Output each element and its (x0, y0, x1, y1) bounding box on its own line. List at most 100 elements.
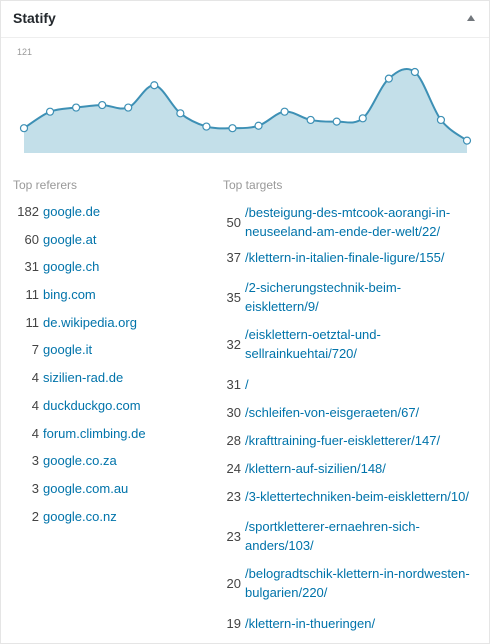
referer-item: 7 google.it (13, 341, 203, 369)
target-count: 23 (226, 528, 241, 544)
chart-point[interactable] (332, 117, 341, 126)
referer-count: 11 (25, 287, 40, 303)
top-referers-section: Top referers 182 google.de 60 google.at 31 go… (13, 177, 203, 535)
referer-item: 4 duckduckgo.com (13, 397, 203, 425)
chart-point[interactable] (410, 67, 419, 77)
chart-point[interactable] (98, 100, 107, 110)
referer-count: 3 (31, 453, 39, 469)
target-link[interactable]: /klettern-auf-sizilien/148/ (245, 460, 386, 476)
referer-count: 7 (31, 342, 39, 358)
target-link[interactable]: /belogradtschik-klettern-in-nordwesten-b… (245, 566, 470, 600)
referer-item: 60 google.at (13, 231, 203, 259)
visits-chart: 121 (1, 41, 489, 166)
chart-point[interactable] (384, 74, 393, 83)
target-link[interactable]: /krafttraining-fuer-eiskletterer/147/ (245, 432, 441, 448)
visits-chart-svg: 121 (17, 47, 472, 153)
referer-item: 3 google.co.za (13, 452, 203, 480)
chart-area (24, 68, 467, 153)
referer-link[interactable]: google.ch (43, 259, 100, 275)
chart-point[interactable] (72, 103, 81, 112)
chart-point[interactable] (45, 107, 55, 116)
referer-item: 182 google.de (13, 203, 203, 231)
referer-item: 31 google.ch (13, 258, 203, 286)
referer-count: 4 (31, 397, 39, 413)
referer-count: 11 (25, 314, 40, 330)
chart-point[interactable] (358, 114, 367, 123)
target-link[interactable]: /3-klettertechniken-beim-eisklettern/10/ (245, 488, 469, 504)
chart-point[interactable] (176, 109, 185, 118)
referer-count: 4 (31, 425, 39, 441)
referer-count: 182 (17, 204, 39, 219)
referer-link[interactable]: google.it (43, 342, 93, 358)
target-item: 50/besteigung-des-mtcook-aorangi-in-neus… (223, 203, 483, 241)
referer-item: 3 google.com.au (13, 480, 203, 508)
referer-count: 31 (24, 259, 39, 275)
chart-point[interactable] (280, 107, 289, 116)
referer-count: 2 (31, 508, 39, 524)
target-count: 28 (226, 432, 241, 448)
target-count: 30 (226, 404, 241, 420)
chart-point[interactable] (436, 115, 446, 125)
referer-link[interactable]: bing.com (43, 287, 96, 303)
chart-point[interactable] (228, 124, 237, 133)
target-count: 35 (226, 289, 241, 305)
referer-count: 3 (31, 480, 39, 496)
referers-list: 182 google.de 60 google.at 31 google.ch 11 bing… (13, 203, 203, 535)
target-link[interactable]: /eisklettern-oetztal-und-sellrainkuehtai… (245, 327, 381, 361)
target-count: 31 (226, 376, 241, 392)
target-item: 23/sportkletterer-ernaehren-sich-anders/… (223, 517, 483, 555)
chart-point[interactable] (202, 122, 211, 131)
target-link[interactable]: /sportkletterer-ernaehren-sich-anders/10… (245, 519, 420, 553)
top-targets-section: Top targets 50/besteigung-des-mtcook-aor… (223, 177, 483, 635)
referer-link[interactable]: google.co.za (43, 453, 117, 469)
chart-point[interactable] (19, 124, 29, 133)
target-link[interactable]: /2-sicherungstechnik-beim-eisklettern/9/ (245, 280, 402, 314)
referer-link[interactable]: google.de (43, 204, 101, 219)
targets-list: 50/besteigung-des-mtcook-aorangi-in-neus… (223, 203, 483, 635)
referer-link[interactable]: forum.climbing.de (43, 425, 146, 441)
target-item: 19/klettern-in-thueringen/ (223, 611, 483, 635)
referer-link[interactable]: google.co.nz (43, 508, 117, 524)
chart-point[interactable] (150, 81, 159, 90)
target-count: 23 (226, 488, 241, 504)
chart-point[interactable] (124, 103, 133, 112)
target-link[interactable]: /klettern-in-thueringen/ (245, 615, 376, 631)
referer-link[interactable]: de.wikipedia.org (43, 314, 137, 330)
target-item: 37/klettern-in-italien-finale-ligure/155… (223, 245, 483, 269)
target-count: 50 (226, 214, 241, 230)
referer-item: 2 google.co.nz (13, 508, 203, 536)
referer-link[interactable]: google.at (43, 231, 97, 247)
target-item: 30/schleifen-von-eisgeraeten/67/ (223, 400, 483, 424)
chart-point[interactable] (462, 136, 472, 145)
referer-item: 4 sizilien-rad.de (13, 369, 203, 397)
referer-count: 60 (24, 231, 39, 247)
target-count: 37 (226, 249, 241, 265)
referer-link[interactable]: google.com.au (43, 480, 129, 496)
chart-point[interactable] (254, 121, 263, 130)
top-targets-title: Top targets (223, 178, 283, 192)
widget-title: Statify (13, 10, 56, 26)
widget-header[interactable]: Statify (1, 1, 489, 38)
referer-count: 4 (31, 370, 39, 386)
referer-item: 11 de.wikipedia.org (13, 314, 203, 342)
target-count: 24 (226, 460, 241, 476)
target-link[interactable]: / (245, 376, 249, 392)
target-link[interactable]: /schleifen-von-eisgeraeten/67/ (245, 404, 420, 420)
target-link[interactable]: /klettern-in-italien-finale-ligure/155/ (245, 249, 445, 265)
referer-link[interactable]: sizilien-rad.de (43, 370, 124, 386)
target-link[interactable]: /besteigung-des-mtcook-aorangi-in-neusee… (245, 205, 451, 239)
target-item: 31/ (223, 372, 483, 396)
referer-link[interactable]: duckduckgo.com (43, 397, 141, 413)
referer-item: 11 bing.com (13, 286, 203, 314)
target-count: 32 (226, 336, 241, 352)
y-max-label: 121 (17, 47, 32, 57)
target-item: 20/belogradtschik-klettern-in-nordwesten… (223, 564, 483, 602)
target-count: 19 (226, 615, 241, 631)
chart-point[interactable] (306, 115, 315, 125)
referer-item: 4 forum.climbing.de (13, 425, 203, 453)
target-item: 28/krafttraining-fuer-eiskletterer/147/ (223, 428, 483, 452)
target-item: 32/eisklettern-oetztal-und-sellrainkueht… (223, 325, 483, 363)
target-item: 35/2-sicherungstechnik-beim-eisklettern/… (223, 278, 483, 316)
caret-up-icon[interactable] (467, 15, 475, 21)
